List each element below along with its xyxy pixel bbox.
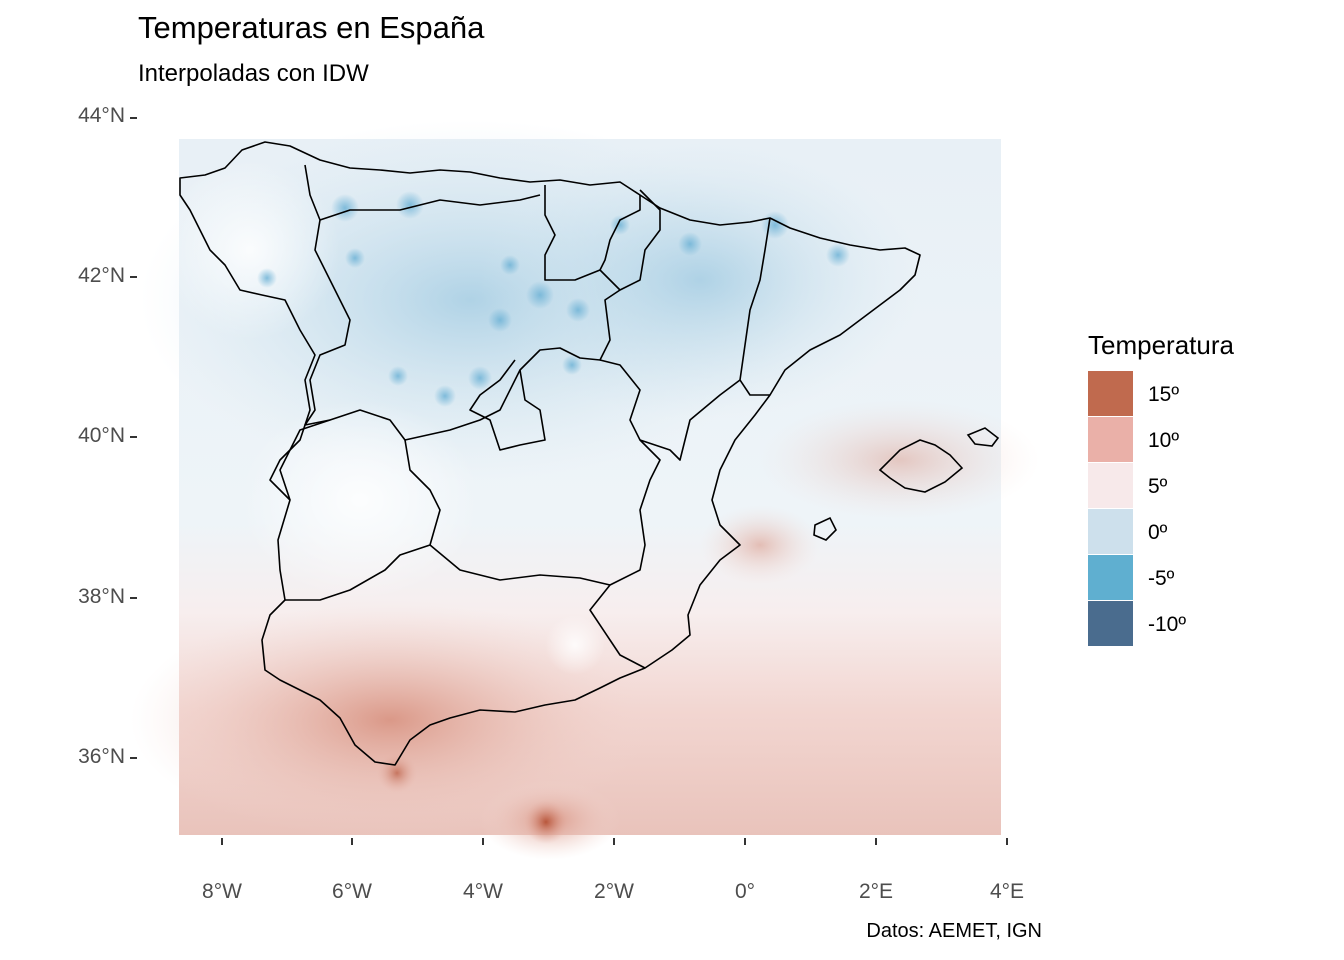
x-tick-2w: 2°W [594, 880, 634, 903]
legend-key-10 [1088, 417, 1133, 462]
legend-key-15 [1088, 371, 1133, 416]
legend-label-15: 15º [1148, 383, 1180, 406]
coastline-peninsula [179, 141, 921, 766]
x-tick-6w: 6°W [332, 880, 372, 903]
legend-key-0 [1088, 509, 1133, 554]
legend-key-minus10 [1088, 601, 1133, 646]
region-boundaries [179, 141, 921, 766]
map-subtitle: Interpoladas con IDW [138, 60, 369, 87]
x-tick-4e: 4°E [989, 880, 1025, 903]
x-tick-2e: 2°E [858, 880, 894, 903]
mallorca-outline [878, 439, 964, 493]
legend-title: Temperatura [1088, 330, 1234, 360]
y-tick-38n: 38°N [78, 585, 125, 608]
x-tick-8w: 8°W [202, 880, 242, 903]
y-tick-44n: 44°N [78, 104, 125, 127]
x-tick-4w: 4°W [463, 880, 503, 903]
y-tick-36n: 36°N [78, 745, 125, 768]
x-tick-0: 0° [734, 880, 756, 903]
y-tick-40n: 40°N [78, 424, 125, 447]
legend-label-minus5: -5º [1148, 567, 1175, 590]
legend-label-minus10: -10º [1148, 613, 1187, 636]
y-tick-42n: 42°N [78, 264, 125, 287]
interpolated-raster [130, 120, 1040, 860]
legend-key-5 [1088, 463, 1133, 508]
legend-label-10: 10º [1148, 429, 1180, 452]
data-source-caption: Datos: AEMET, IGN [866, 920, 1042, 942]
legend-key-minus5 [1088, 555, 1133, 600]
ibiza-outline [813, 516, 837, 541]
menorca-outline [966, 427, 1000, 447]
balearic-islands [813, 427, 1000, 541]
map-title: Temperaturas en España [138, 10, 485, 45]
legend-label-5: 5º [1148, 475, 1168, 498]
axis-ticks [130, 117, 1008, 845]
legend-label-0: 0º [1148, 521, 1168, 544]
